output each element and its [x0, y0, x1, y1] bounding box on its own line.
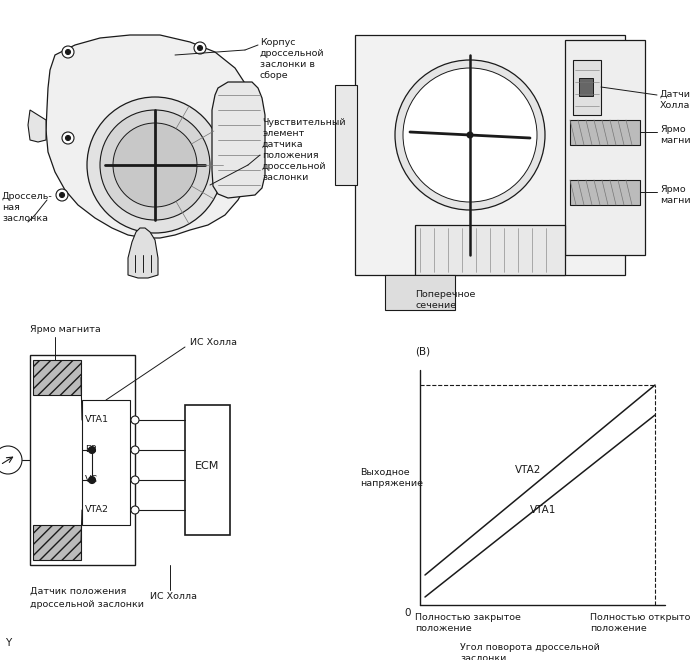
Bar	[579, 78, 593, 96]
Text: 0: 0	[405, 608, 411, 618]
Text: Поперечное
сечение: Поперечное сечение	[415, 290, 475, 310]
Text: Ярмо магнита: Ярмо магнита	[30, 325, 101, 334]
Text: E2: E2	[85, 444, 97, 453]
Text: Ярмо
магнита: Ярмо магнита	[660, 125, 690, 145]
Bar	[570, 180, 640, 205]
Circle shape	[131, 476, 139, 484]
Bar	[185, 405, 230, 535]
Polygon shape	[212, 82, 265, 198]
Circle shape	[0, 446, 22, 474]
Text: Датчик положения: Датчик положения	[30, 587, 126, 596]
Circle shape	[87, 97, 223, 233]
Text: VC: VC	[85, 475, 98, 484]
Bar	[355, 35, 625, 275]
Polygon shape	[128, 228, 158, 278]
Circle shape	[100, 110, 210, 220]
Text: Полностью закрытое
положение: Полностью закрытое положение	[415, 613, 521, 633]
Circle shape	[66, 135, 70, 141]
Text: VTA1: VTA1	[530, 505, 556, 515]
Bar	[82, 400, 130, 525]
Circle shape	[194, 42, 206, 54]
Text: Выходное
напряжение: Выходное напряжение	[360, 468, 423, 488]
Bar	[415, 225, 565, 275]
Text: дроссельной заслонки: дроссельной заслонки	[30, 600, 144, 609]
Text: ИС Холла: ИС Холла	[190, 338, 237, 347]
Circle shape	[403, 68, 537, 202]
Bar	[335, 85, 357, 185]
Text: Полностью открытое
положение: Полностью открытое положение	[590, 613, 690, 633]
Circle shape	[131, 506, 139, 514]
Polygon shape	[28, 110, 46, 142]
Circle shape	[395, 60, 545, 210]
Circle shape	[59, 193, 64, 197]
Circle shape	[197, 46, 202, 51]
Text: ИС Холла: ИС Холла	[150, 592, 197, 601]
Circle shape	[113, 123, 197, 207]
Text: Дроссель-
ная
заслонка: Дроссель- ная заслонка	[2, 192, 52, 223]
Polygon shape	[46, 35, 258, 238]
Circle shape	[88, 447, 95, 453]
Bar	[33, 525, 81, 560]
Text: Ярмо
магнита: Ярмо магнита	[660, 185, 690, 205]
Circle shape	[62, 132, 74, 144]
Circle shape	[88, 477, 95, 484]
Text: Угол поворота дроссельной
заслонки: Угол поворота дроссельной заслонки	[460, 643, 600, 660]
Bar	[30, 355, 135, 565]
Bar	[570, 120, 640, 145]
Circle shape	[131, 446, 139, 454]
Text: Датчик
Холла: Датчик Холла	[660, 90, 690, 110]
Text: Y: Y	[5, 638, 11, 648]
Text: VTA1: VTA1	[85, 414, 109, 424]
Circle shape	[62, 46, 74, 58]
Bar	[33, 360, 81, 395]
Circle shape	[56, 189, 68, 201]
Text: Корпус
дроссельной
заслонки в
сборе: Корпус дроссельной заслонки в сборе	[260, 38, 324, 81]
Bar	[573, 60, 601, 115]
Bar	[565, 40, 645, 255]
Text: VTA2: VTA2	[85, 504, 109, 513]
Bar	[385, 275, 455, 310]
Circle shape	[467, 132, 473, 138]
Circle shape	[131, 416, 139, 424]
Circle shape	[66, 50, 70, 55]
Text: VTA2: VTA2	[515, 465, 542, 475]
Text: Чувствительный
элемент
датчика
положения
дроссельной
заслонки: Чувствительный элемент датчика положения…	[262, 118, 346, 183]
Text: (В): (В)	[415, 347, 430, 357]
Text: ECM: ECM	[195, 461, 219, 471]
